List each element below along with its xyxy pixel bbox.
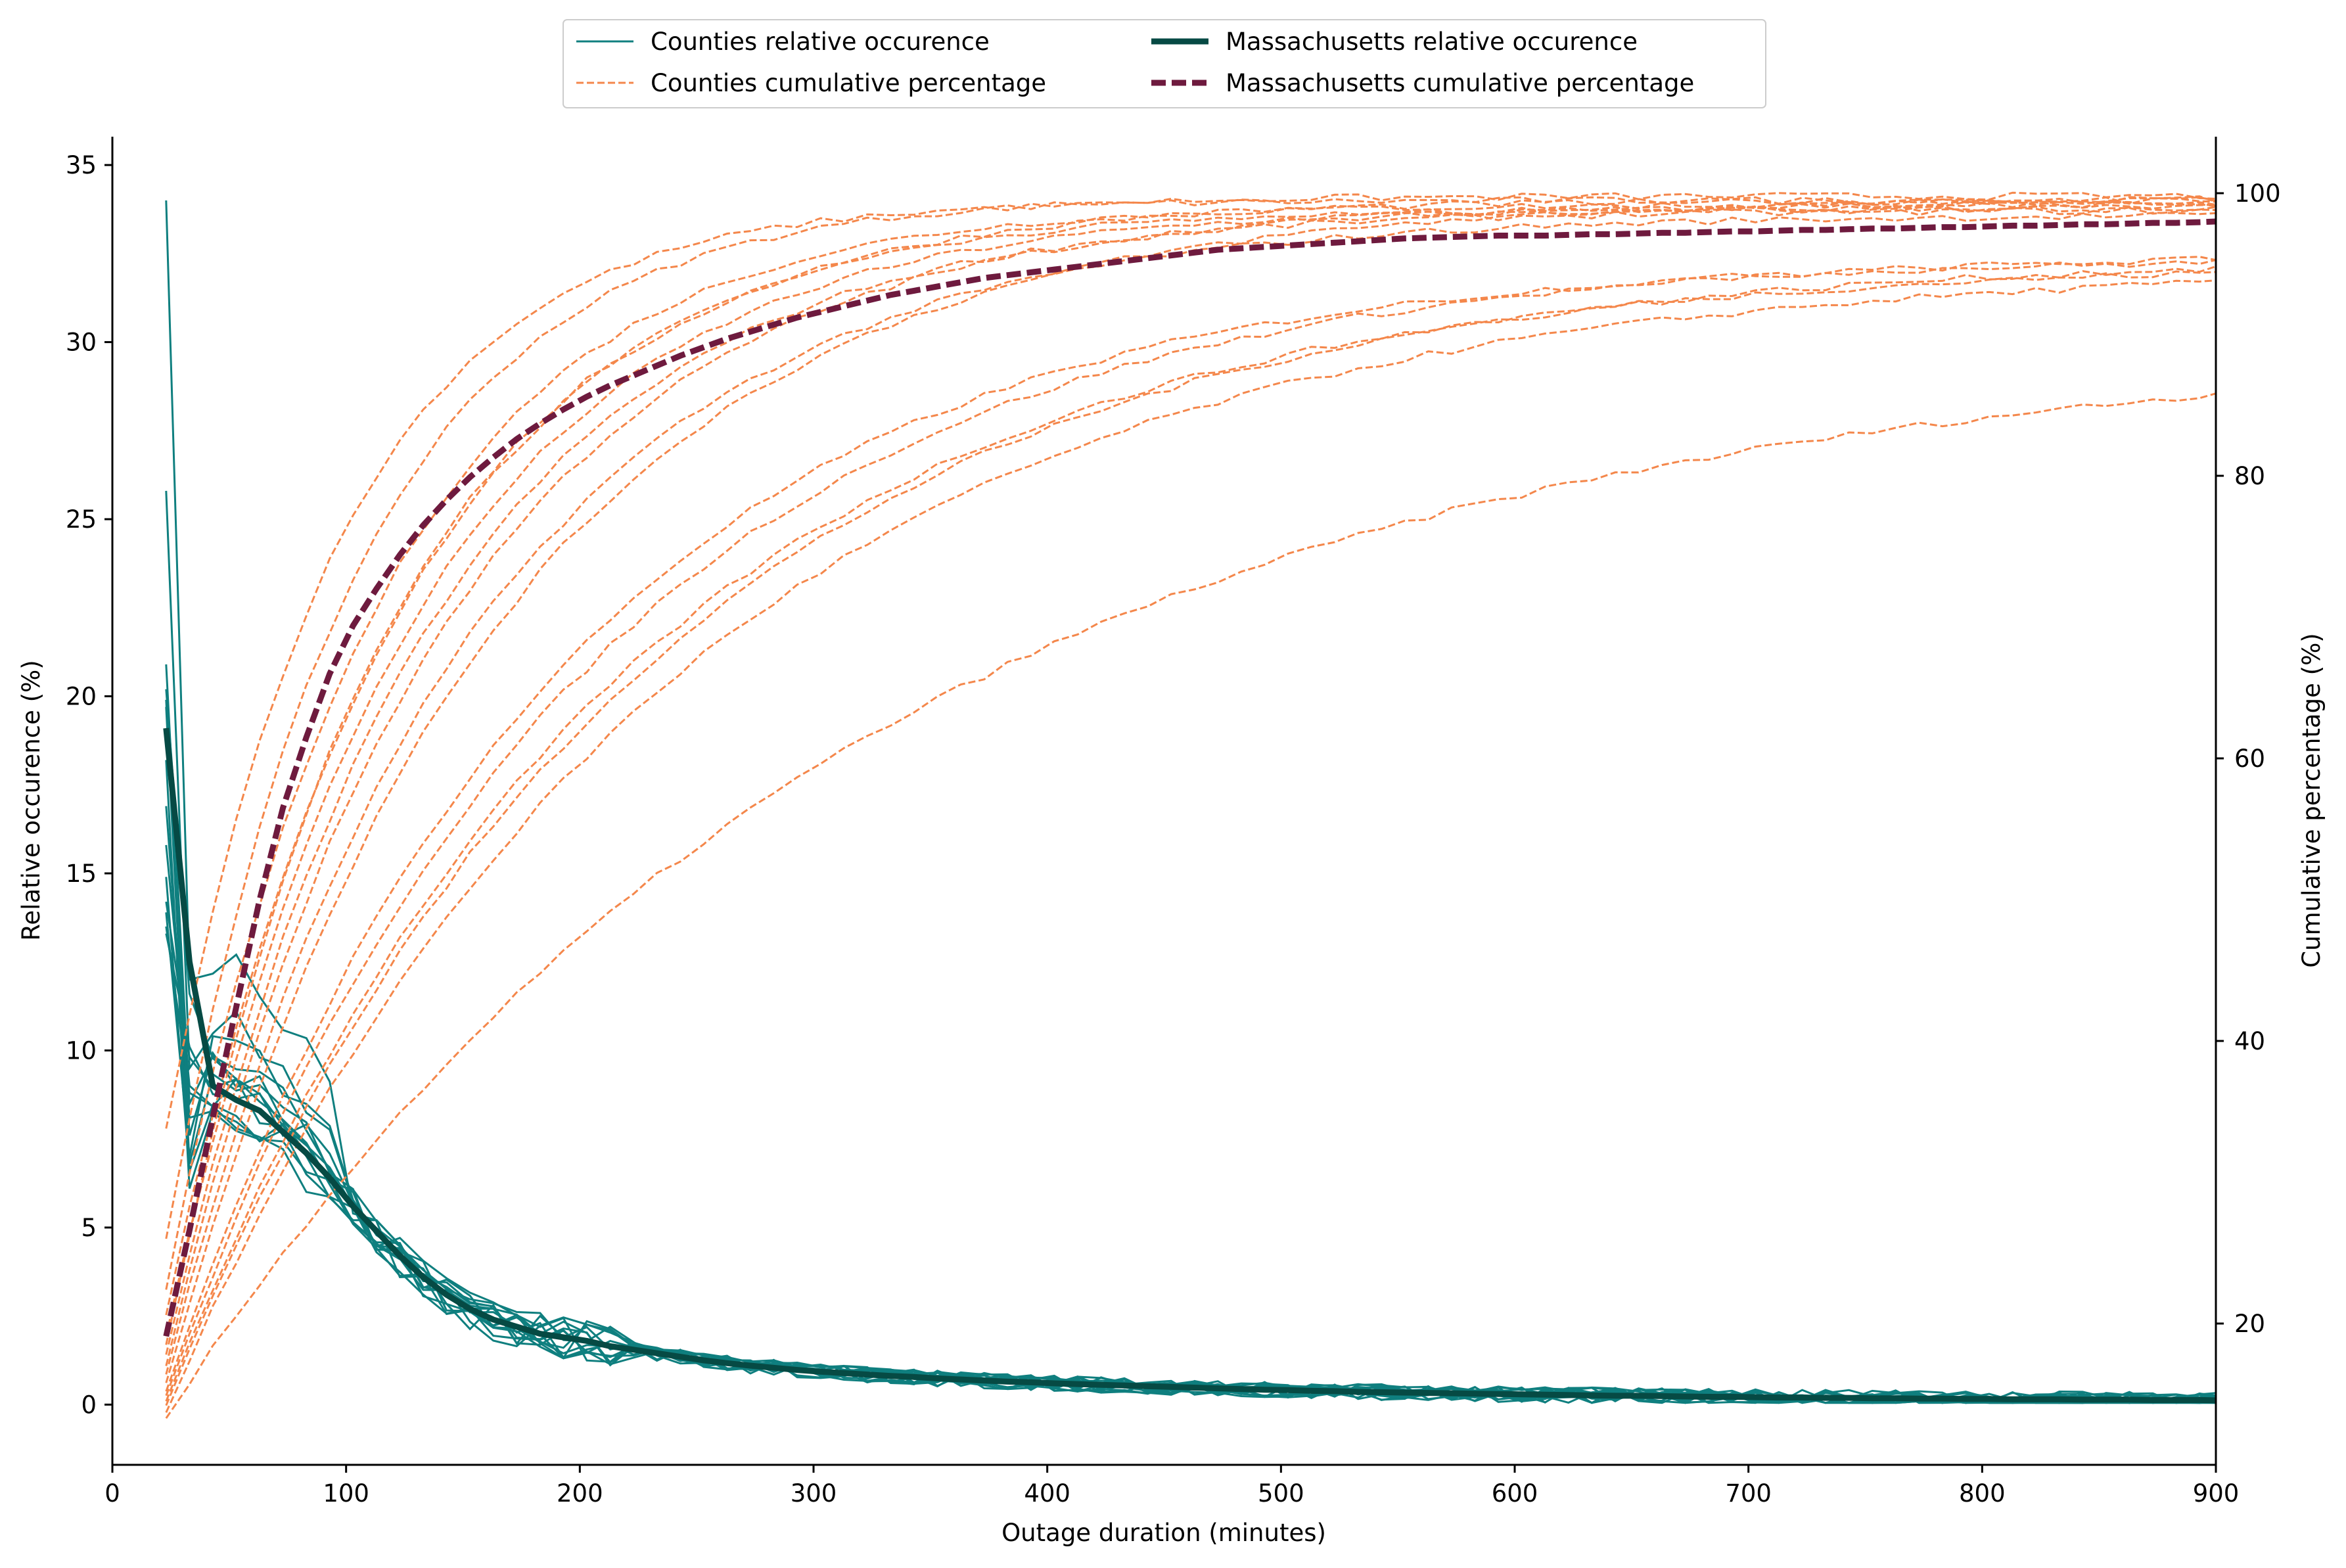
y-left-tick-label: 20 — [66, 683, 97, 711]
county-relative-line-3 — [165, 664, 2217, 1404]
county-cumulative-line-9 — [165, 259, 2217, 1392]
y-left-axis-title: Relative occurence (%) — [17, 660, 45, 940]
y-left-tick-label: 10 — [66, 1036, 97, 1065]
y-right-tick-label: 60 — [2234, 745, 2265, 773]
ma-cumulative-line — [163, 218, 2217, 1337]
county-cumulative-line-14 — [165, 392, 2217, 1419]
x-tick-label: 300 — [791, 1479, 837, 1508]
legend-label-county-cumulative: Counties cumulative percentage — [651, 69, 1046, 97]
county-cumulative-line-13 — [165, 279, 2217, 1414]
x-tick-label: 800 — [1959, 1479, 2006, 1508]
x-tick-label: 500 — [1258, 1479, 1304, 1508]
massachusetts-lines — [163, 218, 2217, 1404]
county-cumulative-line-4 — [165, 196, 2217, 1316]
county-cumulative-line-12 — [165, 265, 2217, 1406]
county-relative-line-6 — [165, 844, 2217, 1404]
county-relative-line-10 — [165, 933, 2217, 1404]
county-relative-line-5 — [165, 706, 2217, 1404]
x-tick-label: 200 — [557, 1479, 603, 1508]
y-right-tick-label: 20 — [2234, 1310, 2265, 1338]
legend: Counties relative occurence Counties cum… — [563, 19, 1766, 108]
y-left-tick-label: 0 — [81, 1391, 97, 1419]
legend-box — [563, 19, 1766, 108]
y-right-tick-label: 100 — [2234, 179, 2281, 208]
y-right-tick-label: 40 — [2234, 1027, 2265, 1055]
x-tick-label: 100 — [323, 1479, 369, 1508]
county-cumulative-line-8 — [165, 212, 2217, 1375]
county-relative-line-1 — [165, 200, 2217, 1404]
x-tick-label: 600 — [1492, 1479, 1538, 1508]
county-cumulative-line-2 — [165, 191, 2217, 1239]
x-tick-label: 400 — [1024, 1479, 1070, 1508]
y-right-tick-label: 80 — [2234, 462, 2265, 490]
y-left-tick-label: 35 — [66, 151, 97, 179]
y-left-ticks: 0 5 10 15 20 25 30 35 — [66, 151, 112, 1419]
y-left-tick-label: 30 — [66, 329, 97, 357]
y-left-tick-label: 15 — [66, 860, 97, 888]
county-cumulative-lines — [165, 191, 2217, 1419]
ma-relative-line — [163, 727, 2217, 1404]
county-cumulative-line-11 — [165, 270, 2217, 1402]
x-tick-label: 0 — [104, 1479, 120, 1508]
legend-label-ma-cumulative: Massachusetts cumulative percentage — [1226, 69, 1694, 97]
y-right-ticks: 20 40 60 80 100 — [2216, 179, 2281, 1338]
x-axis-title: Outage duration (minutes) — [1001, 1519, 1326, 1547]
county-relative-line-11 — [165, 699, 2217, 1404]
county-cumulative-line-15 — [165, 205, 2217, 1345]
county-relative-line-13 — [165, 901, 2216, 1404]
y-left-tick-label: 5 — [81, 1214, 97, 1242]
x-tick-label: 900 — [2193, 1479, 2240, 1508]
county-cumulative-line-10 — [165, 256, 2217, 1396]
county-cumulative-line-5 — [165, 204, 2217, 1337]
x-tick-label: 700 — [1725, 1479, 1772, 1508]
legend-label-ma-relative: Massachusetts relative occurence — [1226, 28, 1638, 56]
legend-label-county-relative: Counties relative occurence — [651, 28, 990, 56]
y-left-tick-label: 25 — [66, 505, 97, 534]
county-relative-line-4 — [165, 689, 2217, 1404]
county-cumulative-line-3 — [165, 200, 2217, 1290]
county-relative-line-9 — [165, 926, 2217, 1404]
county-cumulative-line-7 — [165, 200, 2217, 1366]
county-relative-line-8 — [165, 912, 2217, 1404]
y-right-axis-title: Cumulative percentage (%) — [2297, 633, 2326, 967]
x-ticks: 0 100 200 300 400 500 600 700 800 900 — [104, 1465, 2239, 1508]
county-cumulative-line-6 — [165, 206, 2217, 1355]
county-relative-lines — [165, 200, 2217, 1404]
